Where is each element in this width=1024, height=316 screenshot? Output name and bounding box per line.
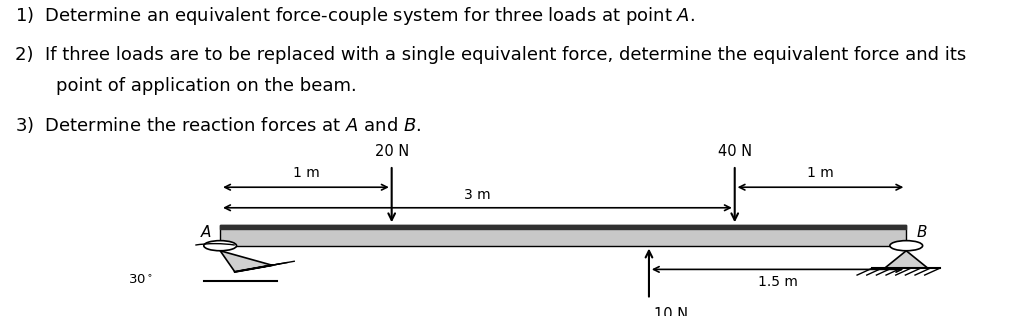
Text: 3)  Determine the reaction forces at $A$ and $B$.: 3) Determine the reaction forces at $A$ … [15, 115, 422, 135]
Text: 3 m: 3 m [464, 188, 490, 202]
Text: $B$: $B$ [916, 224, 928, 240]
Polygon shape [885, 251, 928, 268]
Text: 1 m: 1 m [807, 166, 834, 180]
Text: 40 N: 40 N [718, 144, 752, 159]
Polygon shape [220, 251, 272, 272]
Text: 1.5 m: 1.5 m [758, 275, 798, 289]
Bar [220, 225, 906, 246]
Text: 30$^\circ$: 30$^\circ$ [128, 274, 154, 287]
Circle shape [204, 241, 237, 251]
Text: 10 N: 10 N [654, 307, 688, 316]
Text: 1)  Determine an equivalent force-couple system for three loads at point $A$.: 1) Determine an equivalent force-couple … [15, 5, 695, 27]
Text: 2)  If three loads are to be replaced with a single equivalent force, determine : 2) If three loads are to be replaced wit… [15, 46, 967, 64]
Text: 1 m: 1 m [293, 166, 319, 180]
Text: point of application on the beam.: point of application on the beam. [56, 77, 357, 95]
Circle shape [890, 241, 923, 251]
Text: $A$: $A$ [200, 224, 212, 240]
Text: 20 N: 20 N [375, 144, 409, 159]
